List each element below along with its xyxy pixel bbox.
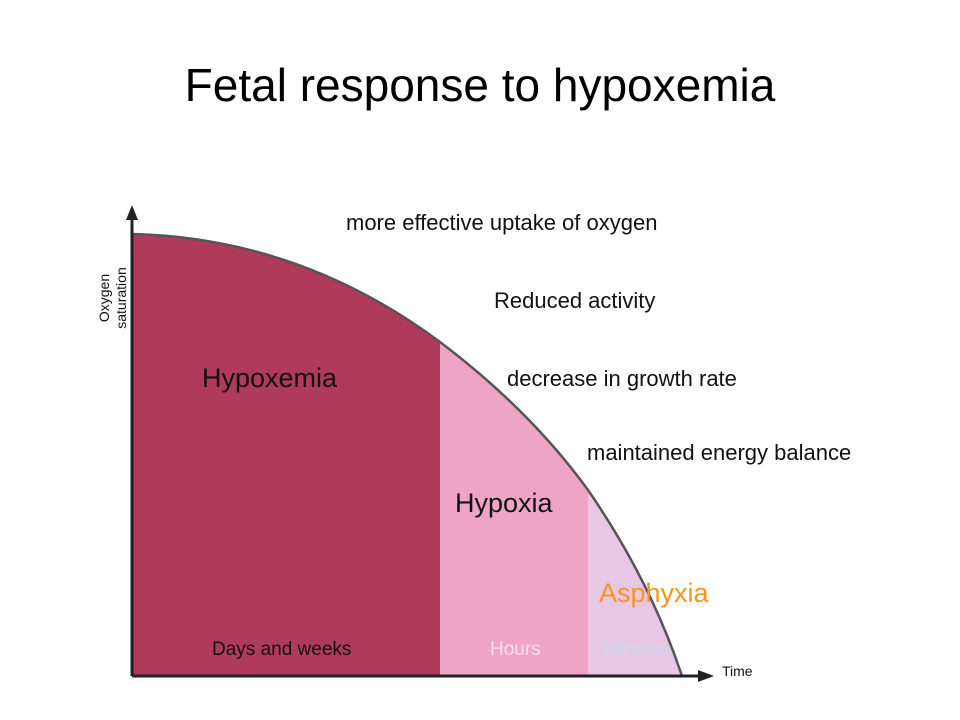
- hypoxia-region: [440, 342, 588, 676]
- slide-title: Fetal response to hypoxemia: [184, 59, 776, 111]
- y-axis-label: Oxygen saturation: [96, 238, 130, 358]
- y-axis-arrowhead: [126, 205, 138, 220]
- x-axis-arrowhead: [698, 670, 714, 682]
- response-note: maintained energy balance: [587, 440, 852, 465]
- hypoxemia-region: [132, 234, 440, 676]
- response-note: Reduced activity: [494, 288, 656, 313]
- asphyxia-label: Asphyxia: [599, 578, 709, 608]
- hypoxia-label: Hypoxia: [455, 488, 553, 518]
- response-note: more effective uptake of oxygen: [346, 210, 658, 235]
- x-axis-label: Time: [722, 663, 753, 679]
- asphyxia-region: [588, 490, 682, 676]
- asphyxia-duration: Minutes: [604, 639, 671, 660]
- hypoxemia-label: Hypoxemia: [202, 363, 338, 393]
- saturation-curve: [131, 232, 684, 677]
- hypoxemia-duration: Days and weeks: [212, 639, 352, 660]
- y-axis-label-line1: Oxygen: [96, 273, 112, 323]
- response-note: decrease in growth rate: [507, 366, 737, 391]
- hypoxia-duration: Hours: [490, 639, 541, 660]
- y-axis-label-line2: saturation: [113, 267, 129, 329]
